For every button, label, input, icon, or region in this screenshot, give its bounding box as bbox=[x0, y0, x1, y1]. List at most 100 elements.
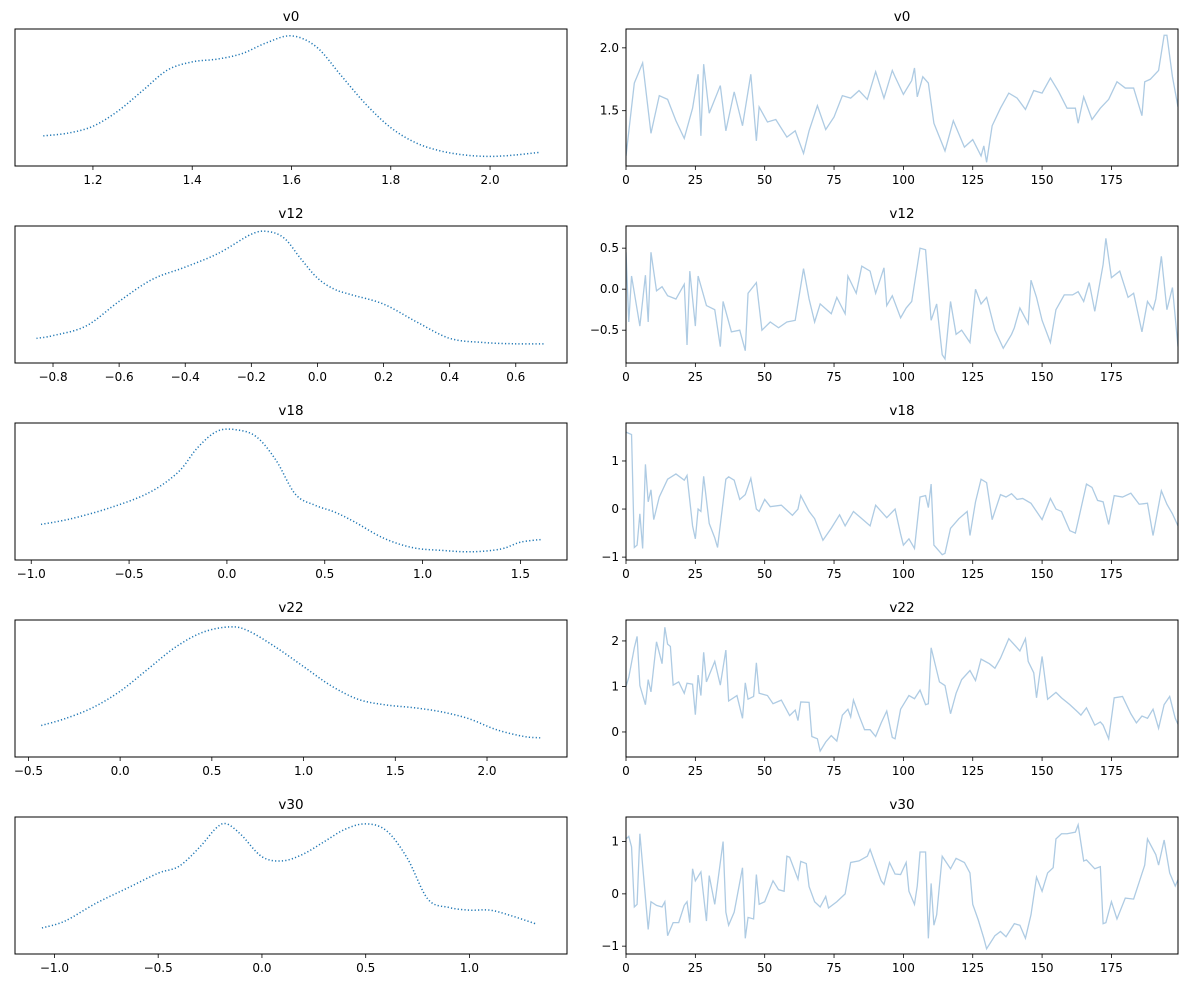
trace-line bbox=[626, 822, 1178, 951]
y-tick-label: 2 bbox=[611, 634, 619, 648]
trace-axes-v0: 1.5 2.0 0 25 50 75 100 125 150 175 v0 bbox=[600, 9, 1179, 187]
kde-curve bbox=[43, 35, 540, 158]
axes-frame bbox=[625, 619, 1179, 758]
x-tick-label: 50 bbox=[757, 370, 772, 384]
y-tick-label: −1 bbox=[601, 939, 619, 953]
y-tick-label: 0 bbox=[611, 887, 619, 901]
y-tick-label: 0 bbox=[611, 502, 619, 516]
axes-frame bbox=[14, 28, 568, 167]
y-tick-label: 0.0 bbox=[600, 282, 619, 296]
kde-axes-v30: −1.0 −0.5 0.0 0.5 1.0 v30 bbox=[14, 797, 568, 975]
trace-line bbox=[626, 238, 1178, 361]
subplot-title: v0 bbox=[283, 9, 300, 25]
x-tick-label: 0.5 bbox=[202, 764, 221, 778]
x-tick-label: 175 bbox=[1100, 370, 1123, 384]
x-tick-label: 150 bbox=[1031, 764, 1054, 778]
x-tick-label: 175 bbox=[1100, 764, 1123, 778]
y-tick-label: −1 bbox=[601, 550, 619, 564]
x-tick-label: 1.6 bbox=[282, 173, 301, 187]
x-tick-label: 75 bbox=[826, 567, 841, 581]
x-tick-label: 150 bbox=[1031, 567, 1054, 581]
kde-curve bbox=[41, 626, 541, 739]
x-tick-label: 0 bbox=[622, 567, 630, 581]
axes-frame bbox=[14, 225, 568, 364]
x-tick-label: 1.0 bbox=[460, 961, 479, 975]
x-tick-label: 150 bbox=[1031, 173, 1054, 187]
x-tick-label: 50 bbox=[757, 173, 772, 187]
x-tick-label: 25 bbox=[688, 173, 703, 187]
kde-axes-v18: −1.0 −0.5 0.0 0.5 1.0 1.5 v18 bbox=[14, 403, 568, 581]
axes-frame bbox=[625, 422, 1179, 561]
kde-axes-v22: −0.5 0.0 0.5 1.0 1.5 2.0 v22 bbox=[14, 600, 568, 778]
x-tick-label: 0.6 bbox=[506, 370, 525, 384]
x-tick-label: 1.5 bbox=[386, 764, 405, 778]
subplot-title: v30 bbox=[278, 797, 303, 813]
subplot-title: v12 bbox=[278, 206, 303, 222]
x-tick-label: 125 bbox=[961, 764, 984, 778]
subplot-title: v30 bbox=[889, 797, 914, 813]
x-tick-label: 125 bbox=[961, 370, 984, 384]
x-tick-label: 100 bbox=[892, 370, 915, 384]
x-tick-label: 0 bbox=[622, 173, 630, 187]
x-tick-label: 75 bbox=[826, 173, 841, 187]
x-tick-label: 125 bbox=[961, 567, 984, 581]
kde-curve bbox=[36, 230, 546, 345]
y-tick-label: 1 bbox=[611, 454, 619, 468]
x-tick-label: 0.0 bbox=[308, 370, 327, 384]
x-tick-label: −0.5 bbox=[115, 567, 144, 581]
x-tick-label: 100 bbox=[892, 764, 915, 778]
x-tick-label: −0.4 bbox=[171, 370, 200, 384]
x-tick-label: 0.0 bbox=[111, 764, 130, 778]
x-tick-label: 100 bbox=[892, 173, 915, 187]
trace-axes-v12: −0.5 0.0 0.5 0 25 50 75 100 125 150 175 v12 bbox=[590, 206, 1179, 384]
subplot-title: v18 bbox=[889, 403, 914, 419]
x-tick-label: 50 bbox=[757, 567, 772, 581]
x-tick-label: 25 bbox=[688, 567, 703, 581]
x-tick-label: 1.4 bbox=[183, 173, 202, 187]
x-tick-label: 150 bbox=[1031, 370, 1054, 384]
x-tick-label: 0.0 bbox=[252, 961, 271, 975]
x-tick-label: 1.2 bbox=[83, 173, 102, 187]
x-tick-label: 50 bbox=[757, 961, 772, 975]
x-tick-label: 0 bbox=[622, 370, 630, 384]
x-tick-label: −0.5 bbox=[14, 764, 43, 778]
x-tick-label: 75 bbox=[826, 370, 841, 384]
y-tick-label: 2.0 bbox=[600, 41, 619, 55]
x-tick-label: 2.0 bbox=[477, 764, 496, 778]
y-tick-label: 1 bbox=[611, 679, 619, 693]
x-tick-label: 1.0 bbox=[413, 567, 432, 581]
x-tick-label: 0 bbox=[622, 961, 630, 975]
x-tick-label: 1.8 bbox=[381, 173, 400, 187]
subplot-title: v12 bbox=[889, 206, 914, 222]
kde-axes-v12: −0.8 −0.6 −0.4 −0.2 0.0 0.2 0.4 0.6 v12 bbox=[14, 206, 568, 384]
x-tick-label: 2.0 bbox=[481, 173, 500, 187]
x-tick-label: 0.4 bbox=[440, 370, 459, 384]
x-tick-label: 100 bbox=[892, 567, 915, 581]
kde-curve bbox=[41, 822, 537, 929]
y-tick-label: −0.5 bbox=[590, 323, 619, 337]
subplot-title: v0 bbox=[894, 9, 911, 25]
y-tick-label: 1 bbox=[611, 835, 619, 849]
x-tick-label: 1.5 bbox=[511, 567, 530, 581]
x-tick-label: 0.0 bbox=[217, 567, 236, 581]
axes-frame bbox=[14, 422, 568, 561]
trace-line bbox=[626, 431, 1178, 556]
axes-frame bbox=[625, 225, 1179, 364]
x-tick-label: 125 bbox=[961, 173, 984, 187]
x-tick-label: 150 bbox=[1031, 961, 1054, 975]
x-tick-label: 0.2 bbox=[374, 370, 393, 384]
x-tick-label: −0.8 bbox=[38, 370, 67, 384]
x-tick-label: 0.5 bbox=[356, 961, 375, 975]
axes-frame bbox=[625, 28, 1179, 167]
y-tick-label: 1.5 bbox=[600, 104, 619, 118]
x-tick-label: −1.0 bbox=[17, 567, 46, 581]
x-tick-label: 75 bbox=[826, 961, 841, 975]
trace-line bbox=[626, 627, 1178, 753]
trace-axes-v22: 0 1 2 0 25 50 75 100 125 150 175 v22 bbox=[611, 600, 1179, 778]
x-tick-label: 100 bbox=[892, 961, 915, 975]
x-tick-label: −0.5 bbox=[144, 961, 173, 975]
x-tick-label: 25 bbox=[688, 961, 703, 975]
x-tick-label: 175 bbox=[1100, 567, 1123, 581]
subplot-title: v22 bbox=[278, 600, 303, 616]
